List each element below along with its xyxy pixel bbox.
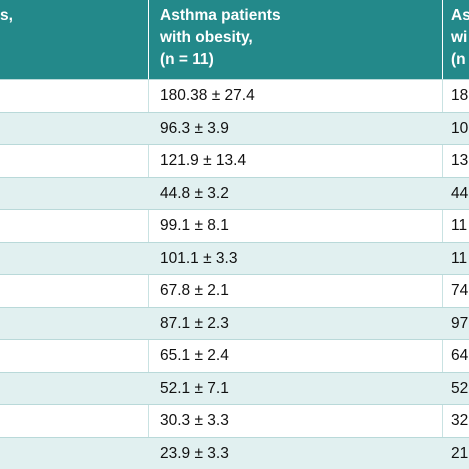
table-row: 99.1 ± 8.1 11 <box>0 209 469 241</box>
table-cell: 13 <box>451 152 469 169</box>
table-cell: 44.8 ± 3.2 <box>160 184 229 202</box>
header-line: (n <box>451 51 466 68</box>
header-line: wi <box>451 29 468 46</box>
table-cell: 11 <box>451 249 468 267</box>
table-cell: 97 <box>451 314 469 332</box>
table-row: 65.1 ± 2.4 64 <box>0 339 469 371</box>
table-cell: 10 <box>451 119 469 137</box>
header-cell: Asthma patients with obesity, (n = 11) <box>160 5 281 71</box>
header-line: s, <box>0 7 13 24</box>
header-cell: s, <box>0 5 13 27</box>
header-line: As <box>451 7 469 24</box>
table-cell: 99.1 ± 8.1 <box>160 217 229 234</box>
table-row: 23.9 ± 3.3 21 <box>0 436 469 469</box>
table-row: 96.3 ± 3.9 10 <box>0 111 469 144</box>
table-cell: 32 <box>451 412 469 429</box>
table-cell: 101.1 ± 3.3 <box>160 249 238 267</box>
table-row: 180.38 ± 27.4 18 <box>0 79 469 111</box>
table-cell: 65.1 ± 2.4 <box>160 347 229 364</box>
table-cell: 121.9 ± 13.4 <box>160 152 247 169</box>
table-cell: 52.1 ± 7.1 <box>160 379 229 397</box>
table-cell: 18 <box>451 87 469 104</box>
header-separator <box>442 0 443 79</box>
table-cell: 11 <box>451 217 468 234</box>
table-row: 44.8 ± 3.2 44 <box>0 176 469 209</box>
table-cell: 52 <box>451 379 469 397</box>
table-cell: 96.3 ± 3.9 <box>160 119 229 137</box>
table-cell: 30.3 ± 3.3 <box>160 412 229 429</box>
table-row: 30.3 ± 3.3 32 <box>0 404 469 436</box>
table-cell: 180.38 ± 27.4 <box>160 87 255 104</box>
table-cell: 44 <box>451 184 469 202</box>
table-cell: 87.1 ± 2.3 <box>160 314 229 332</box>
table-row: 101.1 ± 3.3 11 <box>0 241 469 274</box>
table-row: 67.8 ± 2.1 74 <box>0 274 469 306</box>
header-cell: As wi (n <box>451 5 469 71</box>
table-row: 87.1 ± 2.3 97 <box>0 306 469 339</box>
table-header: s, Asthma patients with obesity, (n = 11) As… <box>0 0 469 79</box>
table-row: 121.9 ± 13.4 13 <box>0 144 469 176</box>
header-separator <box>148 0 149 79</box>
table-cell: 67.8 ± 2.1 <box>160 282 229 299</box>
table-row: 52.1 ± 7.1 52 <box>0 371 469 404</box>
table-cell: 64 <box>451 347 469 364</box>
header-line: with obesity, <box>160 29 253 46</box>
table-cell: 21 <box>451 444 469 462</box>
table-cell: 74 <box>451 282 469 299</box>
table-cell: 23.9 ± 3.3 <box>160 444 229 462</box>
header-line: (n = 11) <box>160 51 214 68</box>
header-line: Asthma patients <box>160 7 281 24</box>
